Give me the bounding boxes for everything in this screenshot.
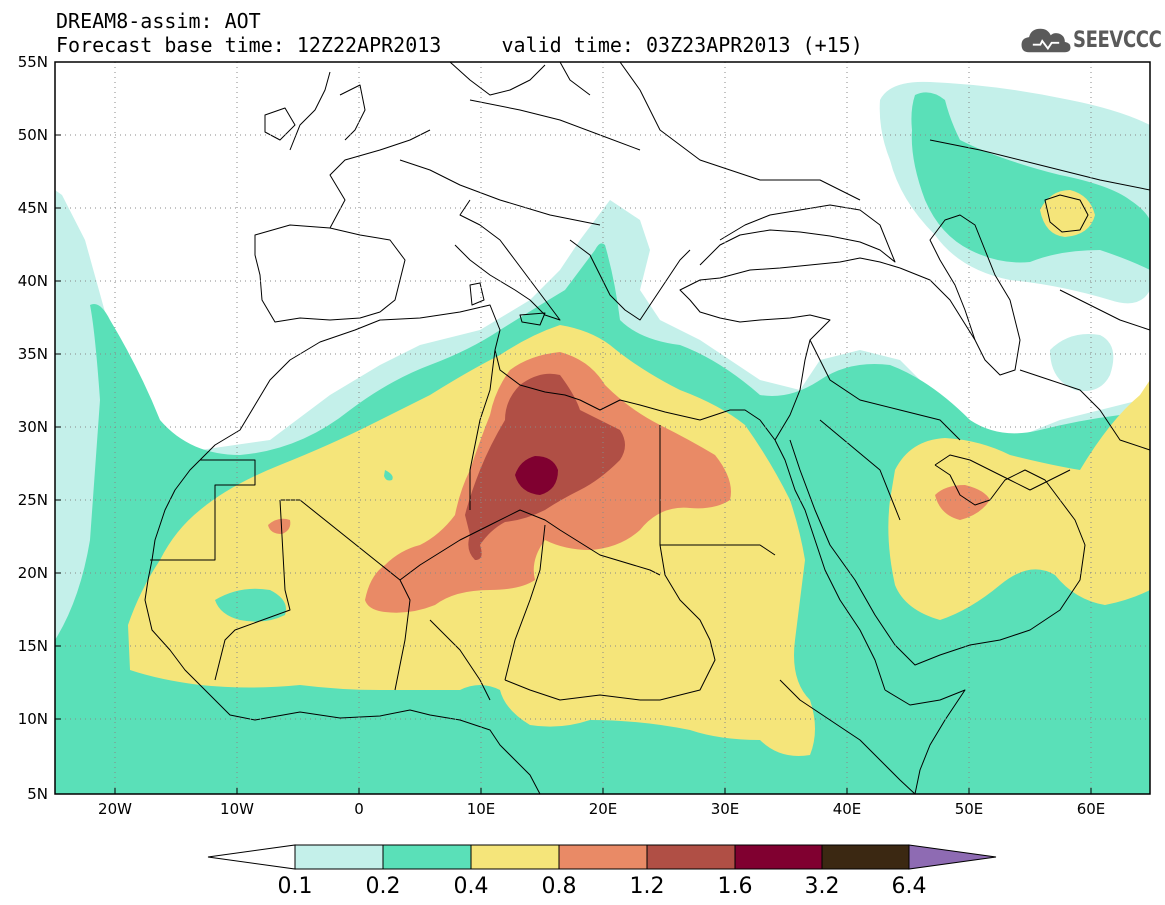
colorbar-bin: [558, 844, 648, 870]
lat-label: 5N: [27, 785, 48, 803]
colorbar-label: 0.4: [454, 874, 489, 899]
logo-text: SEEVCCC: [1073, 28, 1162, 53]
lon-label: 30E: [711, 800, 740, 818]
lon-label: 20E: [589, 800, 618, 818]
cloud-icon: [1021, 28, 1071, 53]
latitude-labels: 55N 50N 45N 40N 35N 30N 25N 20N 15N 10N …: [18, 53, 48, 803]
colorbar-under-arrow: [207, 844, 296, 870]
lon-label: 10E: [467, 800, 496, 818]
lat-label: 50N: [18, 126, 48, 144]
lat-label: 35N: [18, 345, 48, 363]
lon-label: 10W: [220, 800, 254, 818]
lat-label: 30N: [18, 418, 48, 436]
colorbar-label: 0.1: [278, 874, 313, 899]
forecast-time-subtitle: Forecast base time: 12Z22APR2013 valid t…: [56, 33, 863, 57]
colorbar-bin: [734, 844, 823, 870]
colorbar-bin: [382, 844, 472, 870]
lat-label: 55N: [18, 53, 48, 71]
lat-label: 20N: [18, 564, 48, 582]
lon-label: 20W: [98, 800, 132, 818]
colorbar-label: 6.4: [892, 874, 927, 899]
lon-label: 40E: [833, 800, 862, 818]
colorbar-label: 1.6: [718, 874, 753, 899]
map-title: DREAM8-assim: AOT: [56, 9, 261, 33]
lat-label: 40N: [18, 272, 48, 290]
lon-label: 60E: [1077, 800, 1106, 818]
colorbar-label: 0.8: [542, 874, 577, 899]
colorbar-bin: [470, 844, 560, 870]
lon-label: 0: [354, 800, 364, 818]
colorbar-label: 3.2: [805, 874, 840, 899]
colorbar-over-arrow: [908, 844, 997, 870]
lat-label: 45N: [18, 199, 48, 217]
lat-label: 15N: [18, 637, 48, 655]
colorbar-bin: [646, 844, 736, 870]
longitude-labels: 20W 10W 0 10E 20E 30E 40E 50E 60E: [98, 800, 1105, 818]
colorbar-labels: 0.1 0.2 0.4 0.8 1.2 1.6 3.2 6.4: [278, 874, 927, 899]
lon-label: 50E: [955, 800, 984, 818]
colorbar: [207, 844, 997, 870]
colorbar-label: 1.2: [630, 874, 665, 899]
lat-label: 10N: [18, 710, 48, 728]
colorbar-label: 0.2: [366, 874, 401, 899]
colorbar-bin: [294, 844, 384, 870]
colorbar-bin: [821, 844, 910, 870]
lat-label: 25N: [18, 491, 48, 509]
map-grid: [55, 62, 1150, 794]
